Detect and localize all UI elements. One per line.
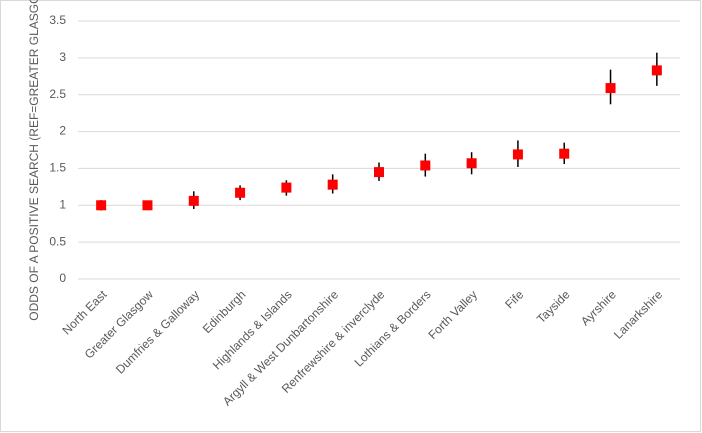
y-tick-label: 0.5 [49,234,66,248]
y-tick-label: 2 [59,124,66,138]
marker [281,182,292,193]
marker [235,187,246,198]
y-tick-label: 0 [59,271,66,285]
y-axis-title: ODDS OF A POSITIVE SEARCH (REF=GREATER G… [27,0,41,321]
marker [466,158,477,169]
y-tick-label: 1 [59,197,66,211]
marker [651,65,662,76]
marker [512,149,523,160]
marker [420,160,431,171]
marker [559,148,570,159]
y-tick-label: 3.5 [49,13,66,27]
marker [374,167,384,178]
marker [96,200,107,211]
marker [605,83,616,94]
marker [327,179,338,190]
y-tick-label: 1.5 [49,161,66,175]
marker [142,200,153,211]
y-tick-label: 2.5 [49,87,66,101]
y-tick-label: 3 [59,50,66,64]
marker [188,195,199,206]
